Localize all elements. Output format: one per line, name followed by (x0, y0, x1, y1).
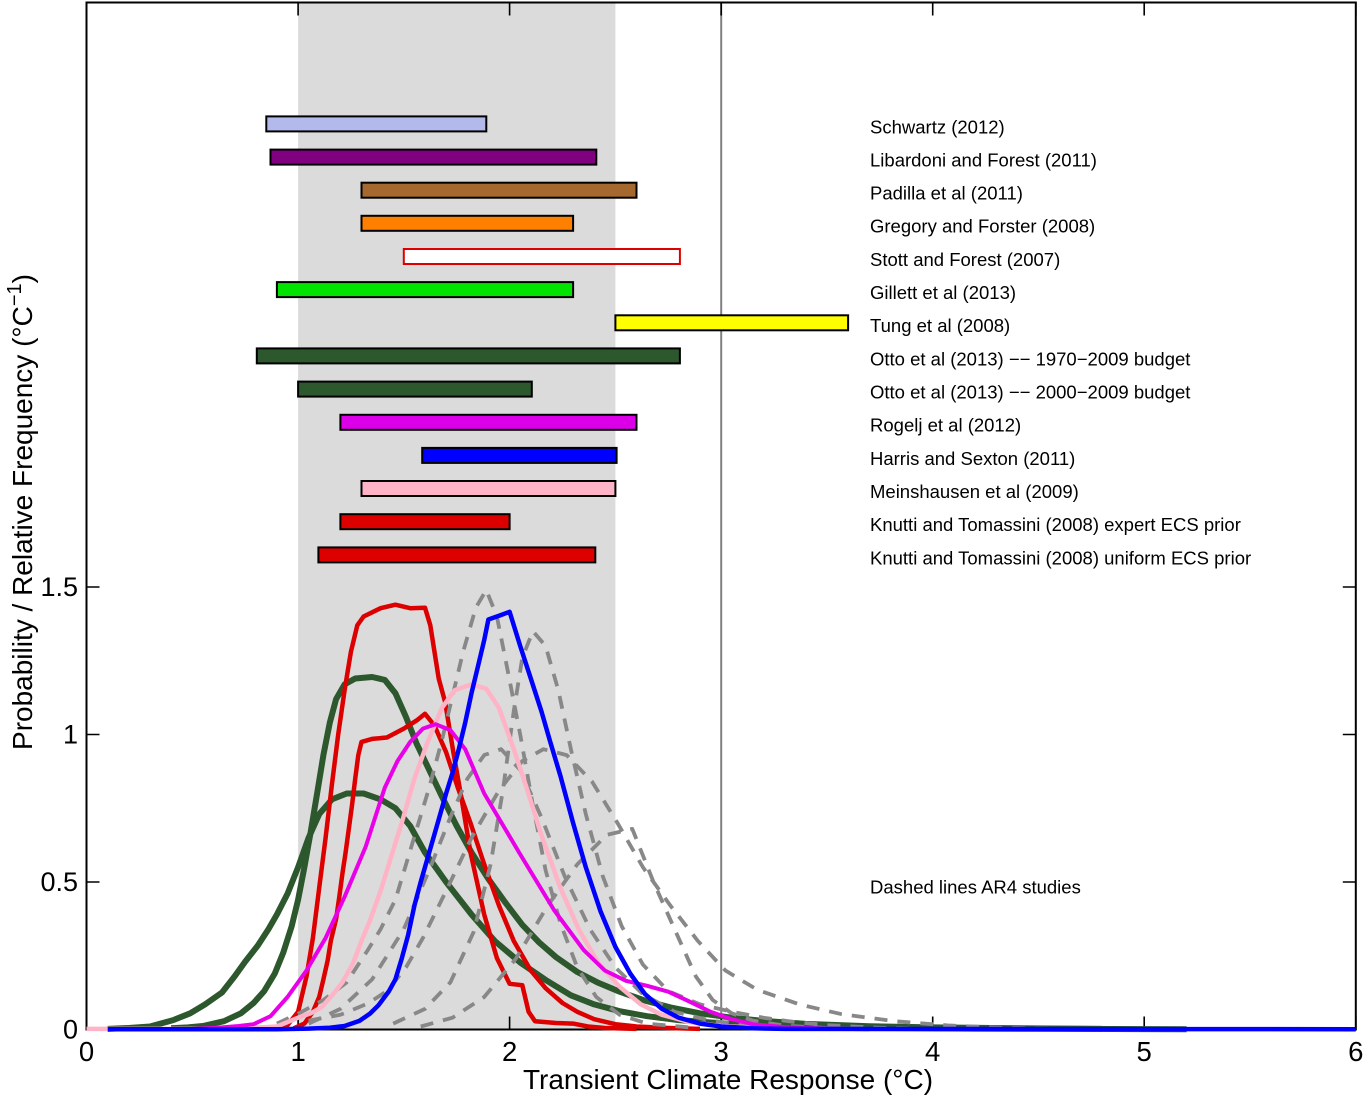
svg-text:Harris and Sexton (2011): Harris and Sexton (2011) (870, 448, 1075, 469)
svg-text:0: 0 (63, 1015, 78, 1045)
svg-text:Gillett et al (2013): Gillett et al (2013) (870, 282, 1016, 303)
svg-text:1.5: 1.5 (40, 572, 78, 602)
svg-text:Meinshausen et al (2009): Meinshausen et al (2009) (870, 481, 1079, 502)
svg-text:Gregory and Forster (2008): Gregory and Forster (2008) (870, 216, 1095, 237)
svg-text:1: 1 (63, 720, 78, 750)
svg-text:Knutti and Tomassini (2008) un: Knutti and Tomassini (2008) uniform ECS … (870, 547, 1251, 568)
svg-text:2: 2 (502, 1036, 517, 1067)
svg-text:Otto et al (2013) −− 2000−2009: Otto et al (2013) −− 2000−2009 budget (870, 382, 1190, 403)
svg-text:Dashed lines AR4 studies: Dashed lines AR4 studies (870, 877, 1081, 898)
svg-text:Otto et al (2013) −− 1970−2009: Otto et al (2013) −− 1970−2009 budget (870, 348, 1190, 369)
svg-text:Knutti and Tomassini (2008) ex: Knutti and Tomassini (2008) expert ECS p… (870, 514, 1241, 535)
svg-text:Tung et al (2008): Tung et al (2008) (870, 315, 1010, 336)
svg-text:0.5: 0.5 (40, 867, 78, 897)
svg-text:Transient Climate Response (°C: Transient Climate Response (°C) (523, 1064, 933, 1095)
svg-text:Rogelj et al (2012): Rogelj et al (2012) (870, 415, 1021, 436)
svg-text:0: 0 (79, 1036, 94, 1067)
svg-text:6: 6 (1348, 1036, 1363, 1067)
svg-text:Libardoni and Forest (2011): Libardoni and Forest (2011) (870, 149, 1097, 170)
svg-text:4: 4 (925, 1036, 940, 1067)
svg-text:Probability / Relative Frequen: Probability / Relative Frequency (°C−1) (4, 274, 38, 750)
svg-text:Stott and Forest (2007): Stott and Forest (2007) (870, 249, 1060, 270)
svg-text:Schwartz (2012): Schwartz (2012) (870, 116, 1005, 137)
svg-text:5: 5 (1137, 1036, 1152, 1067)
svg-text:1: 1 (290, 1036, 305, 1067)
svg-text:Padilla et al (2011): Padilla et al (2011) (870, 183, 1023, 204)
svg-text:3: 3 (714, 1036, 729, 1067)
